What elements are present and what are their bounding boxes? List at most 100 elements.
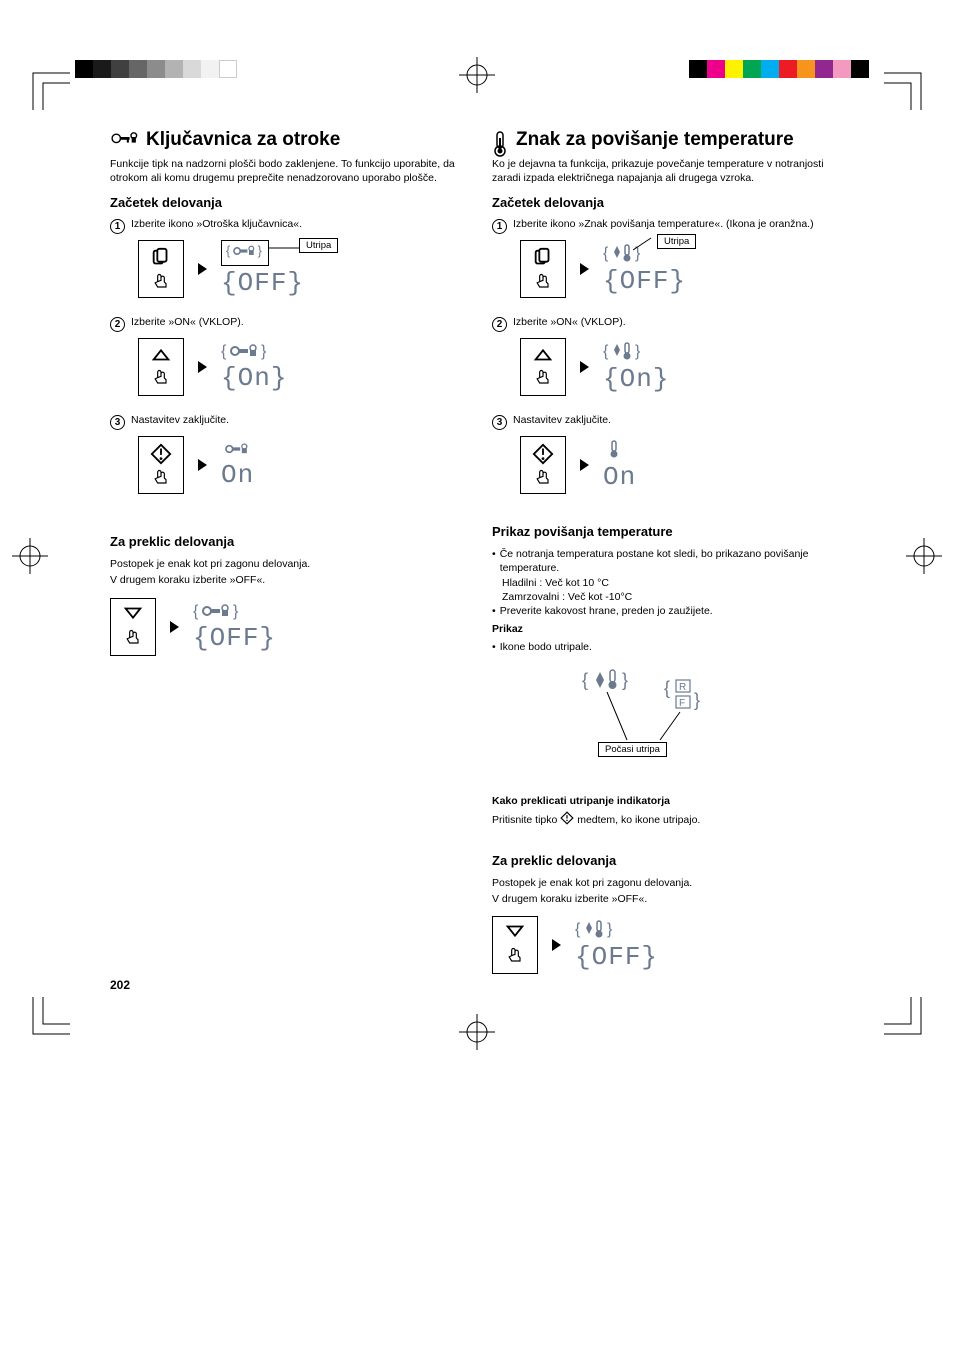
sub-line: Zamrzovalni : Več kot -10°C bbox=[492, 590, 844, 604]
arrow-right-icon bbox=[580, 263, 589, 275]
key-icon-seg bbox=[221, 440, 261, 458]
step: 1 Izberite ikono »Otroška ključavnica«. … bbox=[110, 218, 462, 298]
svg-text:}: } bbox=[261, 343, 267, 360]
start-heading: Začetek delovanja bbox=[110, 195, 462, 210]
step-text: Izberite »ON« (VKLOP). bbox=[513, 316, 844, 330]
step: 2 Izberite »ON« (VKLOP). {} {On} bbox=[110, 316, 462, 396]
svg-text:}: } bbox=[694, 690, 700, 710]
seg-off: {OFF} bbox=[221, 268, 304, 298]
bullet-text: Ikone bodo utripale. bbox=[500, 640, 592, 654]
arrow-right-icon bbox=[198, 263, 207, 275]
lcd-display: {} {On} bbox=[221, 341, 287, 393]
step: 1 Izberite ikono »Znak povišanja tempera… bbox=[492, 218, 844, 298]
registration-bottom bbox=[0, 1032, 954, 1112]
panel-illustration: {} {OFF} bbox=[110, 598, 462, 656]
step-number: 3 bbox=[110, 415, 125, 430]
lcd-display: {} {On} bbox=[603, 340, 669, 394]
step: 3 Nastavitev zaključite. On bbox=[492, 414, 844, 494]
key-icon-seg: {} bbox=[221, 341, 269, 361]
svg-text:{: { bbox=[664, 678, 670, 698]
panel-illustration: {} Utripa {OFF} bbox=[520, 240, 844, 298]
seg-on: On bbox=[221, 460, 254, 490]
hand-press-icon bbox=[151, 272, 171, 292]
cancel-indicator-text: Pritisnite tipko medtem, ko ikone utripa… bbox=[492, 811, 844, 827]
thermo-icon-seg: {} bbox=[603, 242, 651, 264]
arrow-right-icon bbox=[198, 459, 207, 471]
cancel-text: V drugem koraku izberite »OFF«. bbox=[492, 892, 844, 906]
title-text: Ključavnica za otroke bbox=[146, 130, 340, 151]
down-button-icon bbox=[492, 916, 538, 974]
color-swatches bbox=[689, 60, 869, 78]
thermo-icon-seg bbox=[603, 438, 627, 460]
left-column: Ključavnica za otroke Funkcije tipk na n… bbox=[110, 130, 462, 992]
svg-text:{: { bbox=[193, 603, 199, 620]
seg-on: On bbox=[603, 462, 636, 492]
seg-on-blink: {On} bbox=[603, 364, 669, 394]
step-text: Nastavitev zaključite. bbox=[131, 414, 462, 428]
intro-text: Ko je dejavna ta funkcija, prikazuje pov… bbox=[492, 157, 844, 185]
cancel-heading: Za preklic delovanja bbox=[110, 534, 462, 549]
svg-text:}: } bbox=[635, 343, 641, 360]
crop-mark bbox=[15, 997, 70, 1057]
key-lock-icon bbox=[110, 130, 138, 150]
panel-illustration: On bbox=[138, 436, 462, 494]
svg-text:{: { bbox=[575, 921, 581, 938]
up-button-icon bbox=[520, 338, 566, 396]
ok-diamond-icon bbox=[560, 811, 574, 825]
slow-blink-label: Počasi utripa bbox=[598, 742, 667, 757]
nav-button-icon bbox=[520, 240, 566, 298]
register-cross bbox=[457, 1012, 497, 1057]
arrow-right-icon bbox=[198, 361, 207, 373]
crop-mark bbox=[15, 55, 70, 115]
cancel-text: Postopek je enak kot pri zagonu delovanj… bbox=[110, 557, 462, 571]
key-icon-seg: {} bbox=[193, 601, 241, 621]
up-button-icon bbox=[138, 338, 184, 396]
blink-label: Utripa bbox=[299, 238, 338, 253]
hand-press-icon bbox=[533, 468, 553, 488]
ok-button-icon bbox=[520, 436, 566, 494]
svg-text:{: { bbox=[603, 245, 609, 262]
panel-illustration: {} {On} bbox=[520, 338, 844, 396]
step-text: Izberite ikono »Otroška ključavnica«. bbox=[131, 218, 462, 232]
hand-press-icon bbox=[151, 468, 171, 488]
lcd-display: On bbox=[221, 440, 261, 490]
sub-line: Hladilni : Več kot 10 °C bbox=[492, 576, 844, 590]
down-button-icon bbox=[110, 598, 156, 656]
svg-text:F: F bbox=[679, 698, 685, 709]
cancel-indicator-heading: Kako preklicati utripanje indikatorja bbox=[492, 794, 844, 808]
step-number: 2 bbox=[492, 317, 507, 332]
cancel-text: V drugem koraku izberite »OFF«. bbox=[110, 573, 462, 587]
hand-press-icon bbox=[533, 368, 553, 388]
lcd-display: {} Utripa {OFF} bbox=[603, 242, 686, 296]
seg-off: {OFF} bbox=[193, 623, 276, 653]
svg-text:}: } bbox=[258, 244, 262, 258]
arrow-right-icon bbox=[580, 459, 589, 471]
crop-mark bbox=[884, 55, 939, 115]
cancel-text: Postopek je enak kot pri zagonu delovanj… bbox=[492, 876, 844, 890]
bullet-text: Če notranja temperatura postane kot sled… bbox=[500, 547, 844, 575]
lcd-display: {} Utripa {OFF} bbox=[221, 240, 304, 298]
step-text: Izberite »ON« (VKLOP). bbox=[131, 316, 462, 330]
registration-top bbox=[0, 0, 954, 80]
intro-text: Funkcije tipk na nadzorni plošči bodo za… bbox=[110, 157, 462, 185]
right-column: Znak za povišanje temperature Ko je deja… bbox=[492, 130, 844, 992]
arrow-right-icon bbox=[580, 361, 589, 373]
svg-text:}: } bbox=[233, 603, 239, 620]
prikaz-label: Prikaz bbox=[492, 622, 844, 636]
svg-text:{: { bbox=[221, 343, 227, 360]
seg-off: {OFF} bbox=[603, 266, 686, 296]
crop-mark bbox=[884, 997, 939, 1057]
arrow-right-icon bbox=[170, 621, 179, 633]
lcd-display: {} {OFF} bbox=[193, 601, 276, 653]
seg-off: {OFF} bbox=[575, 942, 658, 972]
thermometer-icon bbox=[492, 130, 508, 150]
nav-button-icon bbox=[138, 240, 184, 298]
svg-text:{: { bbox=[603, 343, 609, 360]
step-text: Izberite ikono »Znak povišanja temperatu… bbox=[513, 218, 844, 232]
hand-press-icon bbox=[505, 946, 525, 966]
step-text: Nastavitev zaključite. bbox=[513, 414, 844, 428]
svg-text:R: R bbox=[679, 682, 686, 693]
ok-button-icon bbox=[138, 436, 184, 494]
hand-press-icon bbox=[151, 368, 171, 388]
step-number: 1 bbox=[110, 219, 125, 234]
